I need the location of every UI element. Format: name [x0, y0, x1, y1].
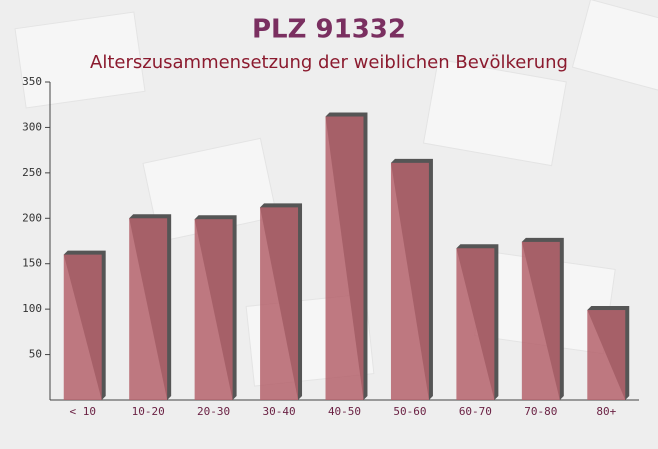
- bar: [521, 241, 560, 400]
- bar: [456, 248, 495, 400]
- y-tick-label: 350: [22, 75, 42, 88]
- y-tick-label: 300: [22, 120, 42, 133]
- y-tick-label: 50: [29, 348, 42, 361]
- chart-subtitle: Alterszusammensetzung der weiblichen Bev…: [90, 52, 568, 73]
- bar: [63, 254, 102, 400]
- y-tick-label: 100: [22, 302, 42, 315]
- bar: [194, 219, 233, 400]
- x-tick-label: 40-50: [328, 405, 361, 418]
- y-tick-label: 150: [22, 257, 42, 270]
- y-tick-label: 250: [22, 166, 42, 179]
- x-tick-label: 50-60: [393, 405, 426, 418]
- x-tick-label: 10-20: [132, 405, 165, 418]
- bar: [587, 310, 626, 400]
- x-tick-label: 70-80: [524, 405, 557, 418]
- x-tick-label: < 10: [69, 405, 96, 418]
- y-tick-label: 200: [22, 211, 42, 224]
- bar: [260, 207, 299, 400]
- chart-title: PLZ 91332: [252, 15, 406, 45]
- x-tick-label: 30-40: [262, 405, 295, 418]
- x-tick-label: 80+: [596, 405, 616, 418]
- bar: [325, 116, 364, 401]
- bar: [390, 162, 429, 400]
- x-tick-label: 20-30: [197, 405, 230, 418]
- x-tick-label: 60-70: [459, 405, 492, 418]
- bar: [129, 218, 168, 400]
